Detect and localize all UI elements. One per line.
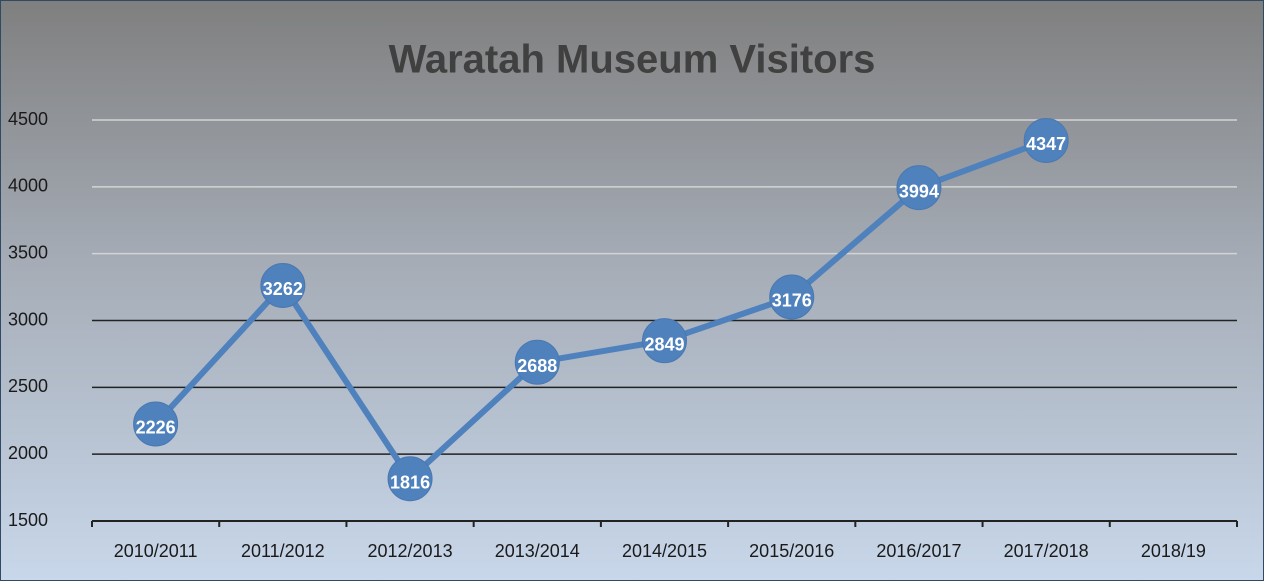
- series-line: [153, 137, 1048, 482]
- x-tick-label: 2016/2017: [876, 541, 961, 561]
- data-point: [387, 456, 433, 502]
- data-label: 4347: [1026, 134, 1066, 154]
- data-label: 3994: [899, 181, 939, 201]
- data-label: 2688: [517, 356, 557, 376]
- x-tick-label: 2017/2018: [1004, 541, 1089, 561]
- data-label: 1816: [390, 473, 430, 493]
- x-tick-label: 2010/2011: [114, 541, 198, 561]
- data-label: 3176: [772, 291, 812, 311]
- x-tick-label: 2011/2012: [241, 541, 325, 561]
- data-label: 2226: [136, 418, 176, 438]
- y-tick-label: 2500: [8, 376, 48, 396]
- data-point: [133, 401, 179, 447]
- x-tick-label: 2018/19: [1141, 541, 1206, 561]
- data-point: [896, 165, 942, 211]
- y-tick-label: 4000: [8, 176, 48, 196]
- y-tick-label: 4500: [8, 109, 48, 129]
- x-tick-label: 2012/2013: [368, 541, 453, 561]
- data-label: 2849: [644, 334, 684, 354]
- chart-title: Waratah Museum Visitors: [389, 38, 876, 82]
- y-tick-label: 1500: [8, 510, 48, 530]
- y-tick-label: 3000: [8, 309, 48, 329]
- data-point: [1023, 117, 1069, 163]
- data-point: [642, 318, 687, 364]
- y-tick-label: 3500: [8, 242, 48, 262]
- y-tick-label: 2000: [8, 443, 48, 463]
- x-tick-label: 2014/2015: [622, 541, 707, 561]
- data-point: [260, 262, 306, 308]
- data-label: 3262: [263, 279, 303, 299]
- data-point: [514, 339, 560, 385]
- x-tick-label: 2013/2014: [495, 541, 580, 561]
- x-tick-label: 2015/2016: [749, 541, 834, 561]
- data-point: [769, 274, 815, 320]
